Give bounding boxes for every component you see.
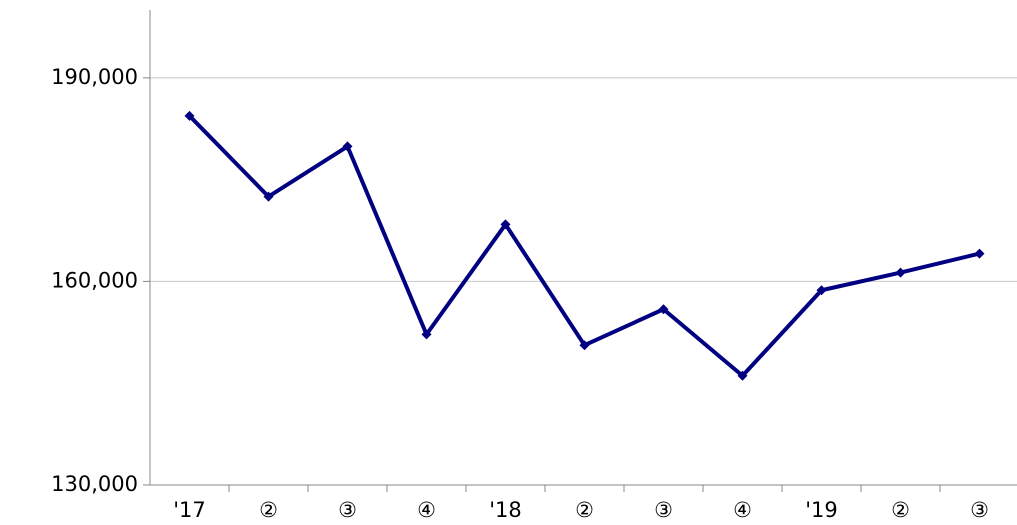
x-tick-label: ④ (733, 498, 752, 522)
data-point (658, 304, 669, 315)
y-tick-label: 190,000 (51, 65, 138, 89)
data-point (579, 340, 590, 351)
y-tick-label: 160,000 (51, 268, 138, 292)
data-point (737, 370, 748, 381)
data-point (816, 285, 827, 296)
x-tick-label: '18 (489, 498, 522, 522)
x-tick-label: ④ (417, 498, 436, 522)
series-line (188, 114, 980, 378)
x-tick-label: ② (891, 498, 910, 522)
x-tick-label: ② (259, 498, 278, 522)
x-tick-label: ③ (970, 498, 989, 522)
data-point (974, 248, 985, 259)
data-point (895, 267, 906, 278)
data-point (263, 191, 274, 202)
data-point (500, 219, 511, 230)
x-tick-label: ③ (654, 498, 673, 522)
x-tick-label: ③ (338, 498, 357, 522)
x-tick-label: '17 (173, 498, 206, 522)
data-point (342, 141, 353, 152)
y-tick-label: 130,000 (51, 472, 138, 496)
data-point (421, 329, 432, 340)
x-tick-label: ② (575, 498, 594, 522)
data-point (184, 110, 195, 121)
x-tick-label: '19 (805, 498, 838, 522)
